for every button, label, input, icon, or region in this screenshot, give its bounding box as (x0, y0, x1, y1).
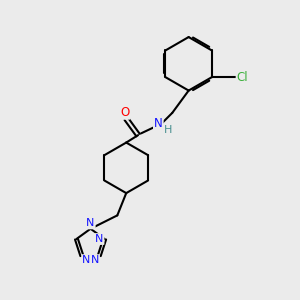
Text: Cl: Cl (237, 71, 248, 84)
Text: N: N (86, 218, 95, 228)
Text: O: O (120, 106, 129, 119)
Text: N: N (95, 234, 103, 244)
Text: N: N (91, 255, 99, 265)
Text: H: H (164, 125, 172, 135)
Text: N: N (82, 255, 91, 265)
Text: N: N (154, 117, 163, 130)
